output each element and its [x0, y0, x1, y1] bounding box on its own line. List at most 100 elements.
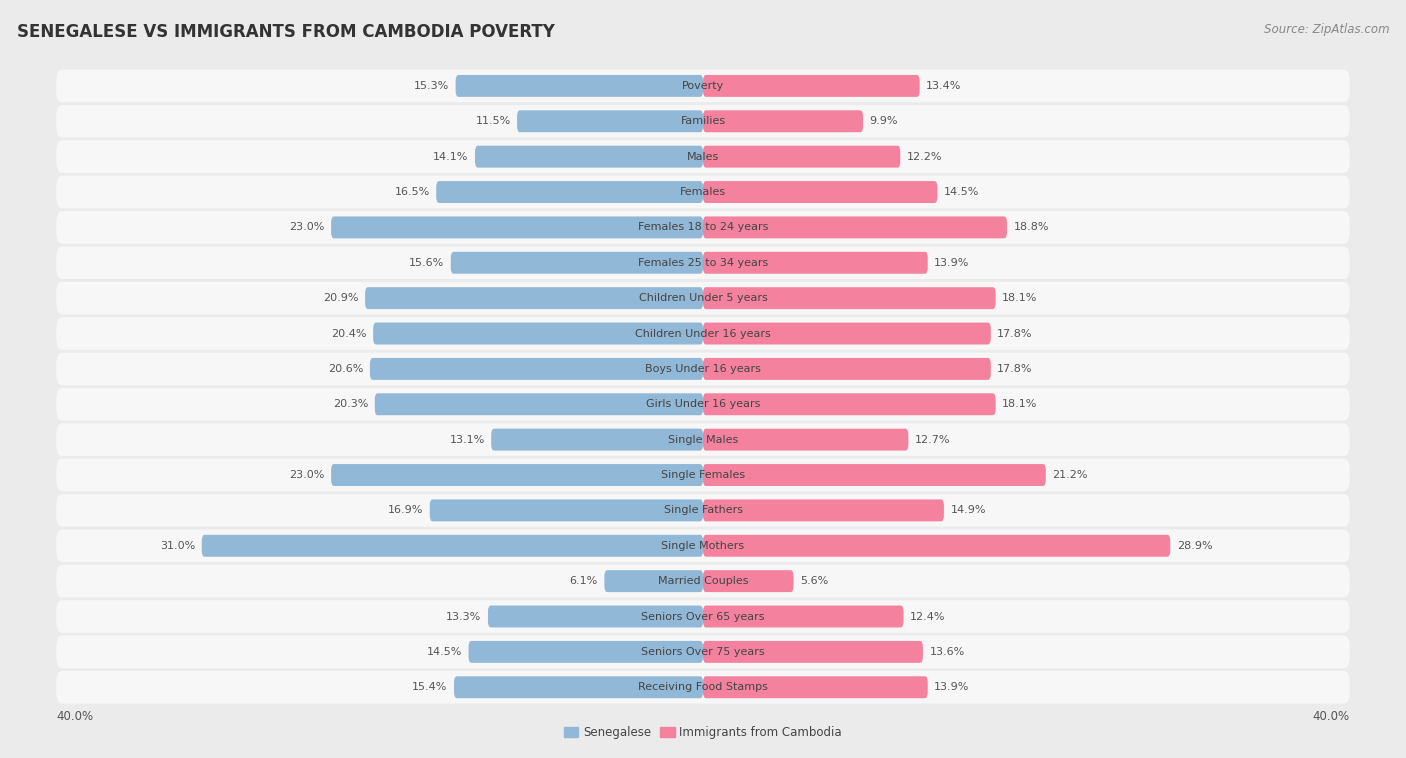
FancyBboxPatch shape	[703, 217, 1007, 238]
FancyBboxPatch shape	[332, 464, 703, 486]
FancyBboxPatch shape	[56, 530, 1350, 562]
FancyBboxPatch shape	[488, 606, 703, 628]
Text: Poverty: Poverty	[682, 81, 724, 91]
Text: Families: Families	[681, 116, 725, 127]
Text: Children Under 16 years: Children Under 16 years	[636, 328, 770, 339]
FancyBboxPatch shape	[456, 75, 703, 97]
FancyBboxPatch shape	[430, 500, 703, 522]
Text: Single Females: Single Females	[661, 470, 745, 480]
Text: 20.4%: 20.4%	[332, 328, 367, 339]
Text: 23.0%: 23.0%	[290, 222, 325, 233]
FancyBboxPatch shape	[703, 358, 991, 380]
FancyBboxPatch shape	[454, 676, 703, 698]
Text: 16.9%: 16.9%	[388, 506, 423, 515]
FancyBboxPatch shape	[56, 246, 1350, 279]
Text: Seniors Over 75 years: Seniors Over 75 years	[641, 647, 765, 657]
Text: Single Mothers: Single Mothers	[661, 540, 745, 551]
FancyBboxPatch shape	[605, 570, 703, 592]
FancyBboxPatch shape	[703, 393, 995, 415]
Text: 20.3%: 20.3%	[333, 399, 368, 409]
Text: 13.4%: 13.4%	[927, 81, 962, 91]
FancyBboxPatch shape	[703, 181, 938, 203]
Text: 17.8%: 17.8%	[997, 328, 1033, 339]
Text: Source: ZipAtlas.com: Source: ZipAtlas.com	[1264, 23, 1389, 36]
Text: 13.9%: 13.9%	[934, 258, 970, 268]
FancyBboxPatch shape	[56, 459, 1350, 491]
FancyBboxPatch shape	[56, 636, 1350, 668]
FancyBboxPatch shape	[703, 676, 928, 698]
Text: 9.9%: 9.9%	[869, 116, 898, 127]
Text: 15.4%: 15.4%	[412, 682, 447, 692]
Text: 18.1%: 18.1%	[1002, 399, 1038, 409]
Text: 15.6%: 15.6%	[409, 258, 444, 268]
Text: 13.1%: 13.1%	[450, 434, 485, 445]
Text: 14.9%: 14.9%	[950, 506, 986, 515]
FancyBboxPatch shape	[468, 641, 703, 662]
Text: 18.1%: 18.1%	[1002, 293, 1038, 303]
Text: 40.0%: 40.0%	[1313, 710, 1350, 723]
Text: 11.5%: 11.5%	[475, 116, 510, 127]
Text: 5.6%: 5.6%	[800, 576, 828, 586]
Text: 16.5%: 16.5%	[395, 187, 430, 197]
FancyBboxPatch shape	[703, 464, 1046, 486]
Text: Females 25 to 34 years: Females 25 to 34 years	[638, 258, 768, 268]
FancyBboxPatch shape	[703, 287, 995, 309]
Text: 13.3%: 13.3%	[446, 612, 481, 622]
FancyBboxPatch shape	[56, 105, 1350, 137]
Text: Girls Under 16 years: Girls Under 16 years	[645, 399, 761, 409]
FancyBboxPatch shape	[56, 140, 1350, 173]
FancyBboxPatch shape	[56, 176, 1350, 208]
Text: Single Fathers: Single Fathers	[664, 506, 742, 515]
FancyBboxPatch shape	[517, 111, 703, 132]
Text: 6.1%: 6.1%	[569, 576, 598, 586]
FancyBboxPatch shape	[703, 606, 904, 628]
Text: 20.6%: 20.6%	[328, 364, 363, 374]
Text: Receiving Food Stamps: Receiving Food Stamps	[638, 682, 768, 692]
Text: Females: Females	[681, 187, 725, 197]
FancyBboxPatch shape	[56, 388, 1350, 421]
FancyBboxPatch shape	[56, 600, 1350, 633]
Text: 31.0%: 31.0%	[160, 540, 195, 551]
Text: 14.5%: 14.5%	[426, 647, 463, 657]
Text: 14.1%: 14.1%	[433, 152, 468, 161]
FancyBboxPatch shape	[56, 424, 1350, 456]
Text: 13.6%: 13.6%	[929, 647, 965, 657]
Text: 12.4%: 12.4%	[910, 612, 945, 622]
Text: 18.8%: 18.8%	[1014, 222, 1049, 233]
Text: Children Under 5 years: Children Under 5 years	[638, 293, 768, 303]
Text: 40.0%: 40.0%	[56, 710, 93, 723]
FancyBboxPatch shape	[56, 565, 1350, 597]
Text: 20.9%: 20.9%	[323, 293, 359, 303]
Text: Females 18 to 24 years: Females 18 to 24 years	[638, 222, 768, 233]
FancyBboxPatch shape	[703, 146, 900, 168]
Text: 12.2%: 12.2%	[907, 152, 942, 161]
FancyBboxPatch shape	[202, 535, 703, 556]
FancyBboxPatch shape	[703, 323, 991, 344]
FancyBboxPatch shape	[56, 671, 1350, 703]
Text: 17.8%: 17.8%	[997, 364, 1033, 374]
FancyBboxPatch shape	[56, 282, 1350, 315]
FancyBboxPatch shape	[370, 358, 703, 380]
Text: Single Males: Single Males	[668, 434, 738, 445]
Text: Married Couples: Married Couples	[658, 576, 748, 586]
Text: Boys Under 16 years: Boys Under 16 years	[645, 364, 761, 374]
Text: SENEGALESE VS IMMIGRANTS FROM CAMBODIA POVERTY: SENEGALESE VS IMMIGRANTS FROM CAMBODIA P…	[17, 23, 555, 41]
Text: 21.2%: 21.2%	[1052, 470, 1088, 480]
FancyBboxPatch shape	[56, 352, 1350, 385]
FancyBboxPatch shape	[375, 393, 703, 415]
FancyBboxPatch shape	[56, 70, 1350, 102]
Legend: Senegalese, Immigrants from Cambodia: Senegalese, Immigrants from Cambodia	[560, 721, 846, 744]
Text: 15.3%: 15.3%	[413, 81, 449, 91]
Text: Seniors Over 65 years: Seniors Over 65 years	[641, 612, 765, 622]
FancyBboxPatch shape	[703, 75, 920, 97]
FancyBboxPatch shape	[703, 570, 793, 592]
FancyBboxPatch shape	[703, 641, 922, 662]
FancyBboxPatch shape	[373, 323, 703, 344]
FancyBboxPatch shape	[56, 318, 1350, 349]
Text: 23.0%: 23.0%	[290, 470, 325, 480]
FancyBboxPatch shape	[703, 500, 943, 522]
FancyBboxPatch shape	[703, 252, 928, 274]
FancyBboxPatch shape	[451, 252, 703, 274]
FancyBboxPatch shape	[703, 429, 908, 450]
FancyBboxPatch shape	[703, 111, 863, 132]
